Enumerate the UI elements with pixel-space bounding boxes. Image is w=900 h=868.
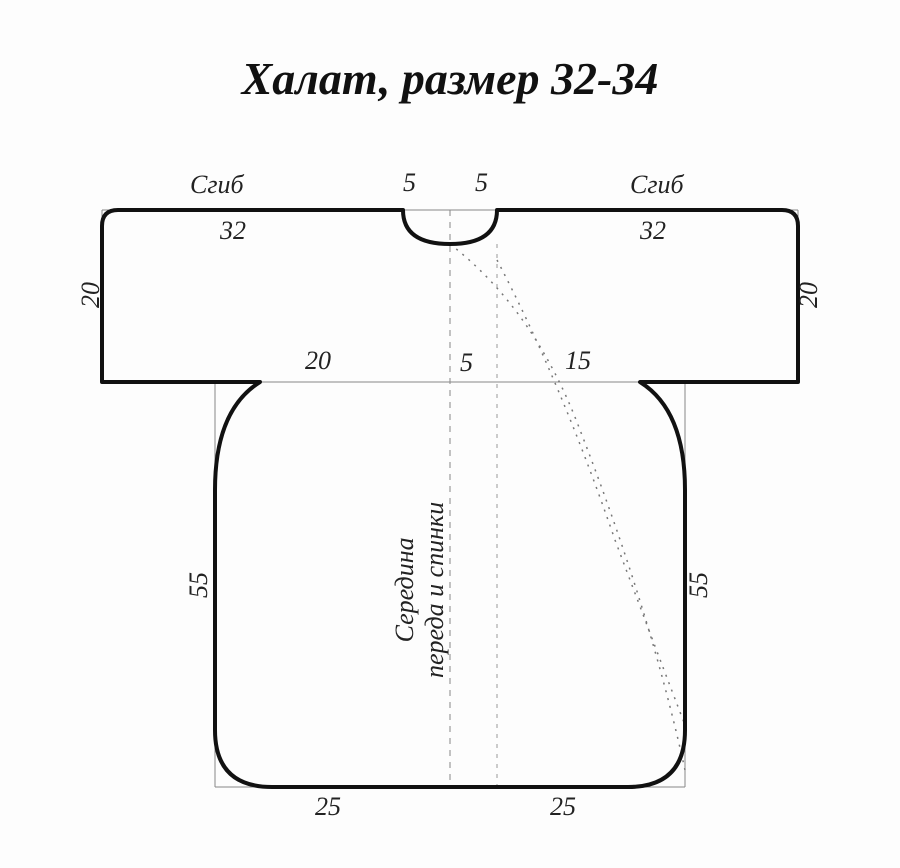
label-hem-25-left: 25 bbox=[315, 792, 341, 822]
label-underarm-20: 20 bbox=[305, 346, 331, 376]
label-centerline: Середина переда и спинки bbox=[390, 502, 450, 678]
pattern-diagram: Сгиб 5 5 Сгиб 32 32 20 20 20 5 15 55 55 … bbox=[60, 170, 840, 820]
page-title: Халат, размер 32-34 bbox=[0, 52, 900, 105]
label-neck-5-left: 5 bbox=[403, 168, 416, 198]
label-underarm-15: 15 bbox=[565, 346, 591, 376]
label-sleeve-20-right: 20 bbox=[794, 282, 824, 308]
label-centerline-line1: Середина bbox=[390, 502, 420, 678]
label-hem-25-right: 25 bbox=[550, 792, 576, 822]
label-shoulder-32-right: 32 bbox=[640, 216, 666, 246]
label-neck-5-right: 5 bbox=[475, 168, 488, 198]
pattern-svg bbox=[60, 170, 840, 820]
label-side-55-left: 55 bbox=[184, 572, 214, 598]
label-fold-right: Сгиб bbox=[630, 170, 684, 200]
label-centerline-line2: переда и спинки bbox=[420, 502, 450, 678]
label-side-55-right: 55 bbox=[684, 572, 714, 598]
label-sleeve-20-left: 20 bbox=[76, 282, 106, 308]
label-shoulder-32-left: 32 bbox=[220, 216, 246, 246]
label-fold-left: Сгиб bbox=[190, 170, 244, 200]
label-underarm-5: 5 bbox=[460, 348, 473, 378]
